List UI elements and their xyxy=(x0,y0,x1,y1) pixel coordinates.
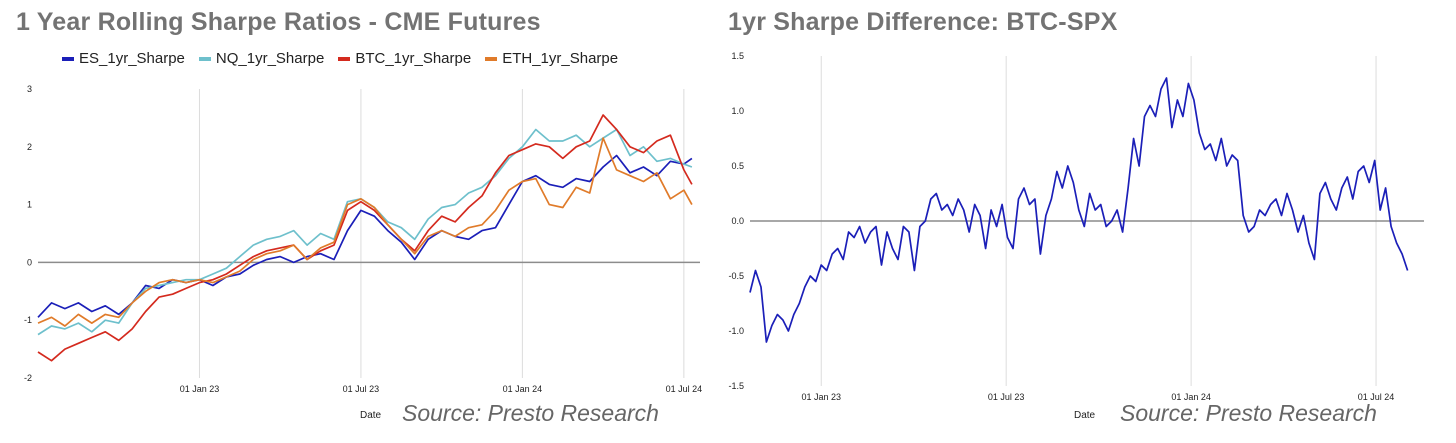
left-x-tick-label: 01 Jul 23 xyxy=(343,384,380,394)
left-chart-panel: 1 Year Rolling Sharpe Ratios - CME Futur… xyxy=(0,0,720,443)
right-y-tick-label: -1.0 xyxy=(728,326,744,336)
right-y-tick-label: -1.5 xyxy=(728,381,744,391)
legend-item-es: ES_1yr_Sharpe xyxy=(62,50,185,67)
left-chart-title: 1 Year Rolling Sharpe Ratios - CME Futur… xyxy=(16,8,541,36)
legend-swatch-es xyxy=(62,56,74,61)
right-source-note: Source: Presto Research xyxy=(1120,400,1377,426)
right-y-tick-label: 0.0 xyxy=(731,216,744,226)
left-series-line-eth-1yr-sharpe xyxy=(37,137,693,327)
legend-item-eth: ETH_1yr_Sharpe xyxy=(485,50,618,67)
right-chart-panel: 1yr Sharpe Difference: BTC-SPX 01 Jan 23… xyxy=(722,0,1456,443)
left-x-tick-label: 01 Jan 24 xyxy=(503,384,543,394)
legend-swatch-nq xyxy=(198,56,211,61)
right-y-tick-label: -0.5 xyxy=(728,271,744,281)
legend-item-nq: NQ_1yr_Sharpe xyxy=(198,50,325,67)
left-x-tick-label: 01 Jul 24 xyxy=(666,384,703,394)
left-y-tick-label: 0 xyxy=(27,257,32,267)
legend-swatch-eth xyxy=(485,56,498,61)
legend-label-eth: ETH_1yr_Sharpe xyxy=(502,50,619,67)
right-x-tick-label: 01 Jan 24 xyxy=(1171,392,1211,402)
left-source-note: Source: Presto Research xyxy=(402,400,659,426)
left-y-tick-label: -2 xyxy=(24,373,32,383)
left-series-line-nq-1yr-sharpe xyxy=(37,128,693,336)
right-y-tick-label: 0.5 xyxy=(731,161,744,171)
legend-label-es: ES_1yr_Sharpe xyxy=(79,50,185,67)
right-x-tick-label: 01 Jul 23 xyxy=(988,392,1025,402)
right-series-line-btc-spx xyxy=(749,77,1409,343)
legend-swatch-btc xyxy=(338,56,351,61)
left-y-tick-label: -1 xyxy=(24,315,32,325)
left-y-tick-label: 3 xyxy=(27,84,32,94)
left-series-line-btc-1yr-sharpe xyxy=(37,114,693,362)
left-x-tick-label: 01 Jan 23 xyxy=(180,384,220,394)
left-chart-legend: ES_1yr_Sharpe NQ_1yr_Sharpe BTC_1yr_Shar… xyxy=(62,50,618,67)
legend-item-btc: BTC_1yr_Sharpe xyxy=(338,50,471,67)
right-x-tick-label: 01 Jan 23 xyxy=(801,392,841,402)
left-series-line-es-1yr-sharpe xyxy=(37,154,693,318)
right-x-tick-label: 01 Jul 24 xyxy=(1358,392,1395,402)
right-x-axis-label: Date xyxy=(1074,410,1096,421)
right-chart-title: 1yr Sharpe Difference: BTC-SPX xyxy=(728,8,1118,36)
right-y-tick-label: 1.5 xyxy=(731,51,744,61)
left-y-tick-label: 1 xyxy=(27,200,32,210)
right-y-tick-label: 1.0 xyxy=(731,106,744,116)
legend-label-btc: BTC_1yr_Sharpe xyxy=(355,50,472,67)
left-line-chart: 01 Jan 23 01 Jul 23 01 Jan 24 01 Jul 24 -2 -1… xyxy=(24,84,703,394)
legend-label-nq: NQ_1yr_Sharpe xyxy=(215,50,325,67)
left-x-axis-label: Date xyxy=(360,410,382,421)
right-line-chart: 01 Jan 23 01 Jul 23 01 Jan 24 01 Jul 24 -1.5… xyxy=(728,51,1424,402)
left-y-tick-label: 2 xyxy=(27,142,32,152)
